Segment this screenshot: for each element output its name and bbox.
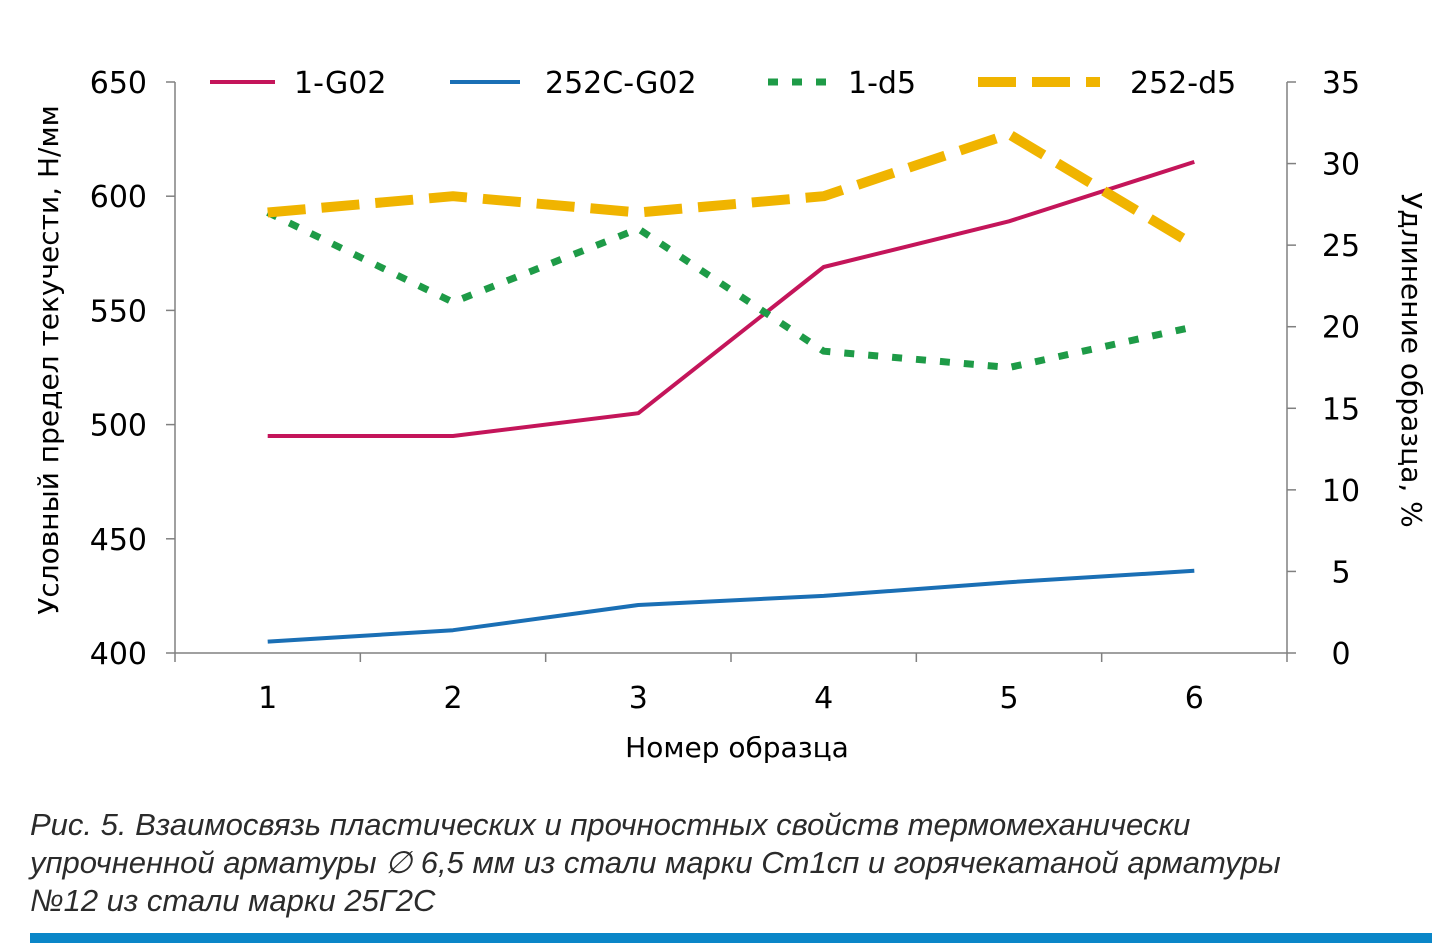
axis-labels: Номер образца Условный предел текучести,…: [32, 105, 1428, 764]
chart-legend: 1-G02 252C-G02 1-d5 252-d5: [210, 66, 1236, 101]
series-line-1-g02: [267, 159, 1195, 438]
series-line-252c-g02: [267, 568, 1195, 644]
series-line-1-d5: [266, 209, 1196, 371]
y-right-tick-label: 30: [1322, 148, 1360, 183]
y-right-tick-label: 5: [1331, 555, 1350, 590]
x-tick-label: 4: [814, 681, 833, 716]
legend-label: 1-d5: [848, 66, 916, 101]
y-right-tick-label: 0: [1331, 637, 1350, 672]
y-left-tick-label: 550: [90, 294, 147, 329]
caption-line: упрочненной арматуры ∅ 6,5 мм из стали м…: [30, 845, 1281, 880]
x-tick-label: 3: [629, 681, 648, 716]
x-axis-title: Номер образца: [625, 731, 849, 764]
caption-line: Рис. 5. Взаимосвязь пластических и прочн…: [30, 807, 1191, 842]
bottom-accent-bar: [30, 933, 1432, 943]
y-left-tick-label: 650: [90, 66, 147, 101]
y-right-tick-label: 15: [1322, 392, 1360, 427]
x-tick-label: 1: [258, 681, 277, 716]
chart: 1 2 3 4 5 6 400 450 500 550 600 650 0 5 10 15 20 25 30 35 1…: [32, 66, 1428, 764]
x-tick-label: 6: [1185, 681, 1204, 716]
series-line-252-d5: [267, 129, 1197, 250]
x-tick-label: 2: [443, 681, 462, 716]
y-right-tick-label: 35: [1322, 66, 1360, 101]
chart-axes: 1 2 3 4 5 6 400 450 500 550 600 650 0 5 10 15 20 25 30 35: [90, 66, 1360, 716]
y-axis-right-title: Удлинение образца, %: [1395, 192, 1428, 528]
caption-line: №12 из стали марки 25Г2С: [30, 883, 436, 918]
y-left-tick-label: 400: [90, 637, 147, 672]
y-right-tick-label: 20: [1322, 311, 1360, 346]
legend-label: 252-d5: [1130, 66, 1236, 101]
x-tick-label: 5: [999, 681, 1018, 716]
chart-series: [266, 129, 1197, 644]
y-left-tick-label: 500: [90, 409, 147, 444]
y-left-tick-label: 600: [90, 180, 147, 215]
y-left-tick-label: 450: [90, 523, 147, 558]
legend-label: 252C-G02: [545, 66, 697, 101]
y-right-tick-label: 10: [1322, 474, 1360, 509]
legend-label: 1-G02: [294, 66, 386, 101]
y-right-tick-label: 25: [1322, 229, 1360, 264]
figure-caption: Рис. 5. Взаимосвязь пластических и прочн…: [30, 806, 1410, 920]
y-axis-left-title: Условный предел текучести, Н/мм: [32, 105, 65, 614]
